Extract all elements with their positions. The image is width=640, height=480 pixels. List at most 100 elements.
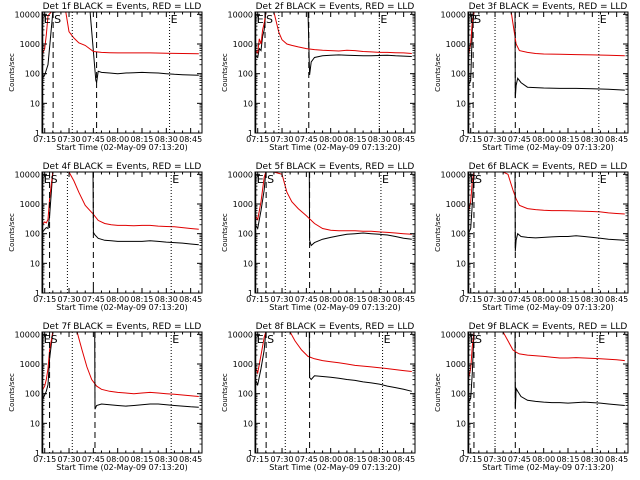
x-tick-label: 07:45 — [82, 295, 105, 304]
x-axis-label: Start Time (02-May-09 07:13:20) — [269, 303, 400, 312]
plot-frame — [254, 11, 416, 134]
x-tick-label: 08:15 — [130, 135, 153, 144]
x-tick-label: 08:45 — [179, 135, 202, 144]
time-marker-label: E — [600, 13, 607, 26]
x-tick-label: 07:15 — [246, 135, 269, 144]
y-tick-label: 10000 — [441, 170, 466, 179]
plot-frame — [467, 331, 629, 454]
x-tick-label: 08:45 — [605, 135, 628, 144]
y-tick-label: 1 — [35, 289, 40, 298]
x-tick-label: 07:45 — [295, 295, 318, 304]
x-tick-label: 08:15 — [556, 455, 579, 464]
x-axis-label: Start Time (02-May-09 07:13:20) — [56, 463, 187, 472]
x-tick-label: 07:45 — [82, 455, 105, 464]
time-marker-label: S — [475, 173, 482, 186]
y-tick-label: 10 — [243, 99, 253, 108]
x-tick-label: 08:15 — [130, 455, 153, 464]
x-tick-label: 07:30 — [58, 135, 81, 144]
x-tick-label: 07:15 — [459, 455, 482, 464]
y-axis-label: Counts/sec — [8, 373, 16, 412]
time-marker-label: E — [470, 333, 477, 346]
x-tick-label: 08:15 — [556, 295, 579, 304]
plot-frame — [41, 171, 203, 294]
panel-title: Det 3f BLACK = Events, RED = LLD — [469, 2, 628, 12]
y-tick-label: 1 — [248, 129, 253, 138]
lld-series-line — [255, 172, 412, 235]
time-marker-label: E — [470, 173, 477, 186]
time-marker-label: E — [171, 13, 178, 26]
x-tick-label: 08:30 — [581, 135, 604, 144]
x-tick-label: 07:15 — [246, 295, 269, 304]
time-marker-label: E — [172, 333, 179, 346]
y-tick-label: 1000 — [20, 200, 40, 209]
x-tick-label: 08:45 — [392, 295, 415, 304]
events-series-line — [255, 332, 412, 392]
y-tick-label: 10000 — [228, 10, 253, 19]
x-axis-label: Start Time (02-May-09 07:13:20) — [482, 143, 613, 152]
x-tick-label: 08:30 — [155, 455, 178, 464]
y-tick-label: 10 — [30, 99, 40, 108]
x-tick-label: 07:15 — [246, 455, 269, 464]
x-tick-label: 07:15 — [33, 455, 56, 464]
x-tick-label: 08:15 — [343, 455, 366, 464]
plot-frame — [254, 171, 416, 294]
y-axis-label: Counts/sec — [434, 213, 442, 252]
y-tick-label: 100 — [238, 390, 253, 399]
y-tick-label: 1 — [461, 449, 466, 458]
x-tick-label: 08:15 — [556, 135, 579, 144]
panel-title: Det 8f BLACK = Events, RED = LLD — [256, 322, 415, 332]
y-tick-label: 1000 — [446, 360, 466, 369]
y-axis-label: Counts/sec — [221, 213, 229, 252]
x-tick-label: 08:45 — [605, 455, 628, 464]
x-tick-label: 08:15 — [343, 295, 366, 304]
y-tick-label: 100 — [451, 70, 466, 79]
x-tick-label: 08:30 — [368, 455, 391, 464]
x-axis-label: Start Time (02-May-09 07:13:20) — [269, 463, 400, 472]
x-tick-label: 08:00 — [106, 135, 129, 144]
x-tick-label: 07:30 — [271, 295, 294, 304]
x-tick-label: 08:30 — [581, 455, 604, 464]
y-tick-label: 1000 — [446, 40, 466, 49]
events-series-line — [42, 172, 199, 246]
x-tick-label: 08:15 — [130, 295, 153, 304]
time-marker-label: E — [257, 173, 264, 186]
x-tick-label: 07:45 — [508, 135, 531, 144]
x-tick-label: 08:00 — [319, 295, 342, 304]
y-tick-label: 10 — [243, 259, 253, 268]
time-marker-label: E — [600, 173, 607, 186]
x-tick-label: 07:15 — [459, 295, 482, 304]
plot-frame — [467, 11, 629, 134]
y-tick-label: 1000 — [20, 360, 40, 369]
lld-series-line — [255, 12, 412, 54]
time-marker-label: E — [257, 13, 264, 26]
y-tick-label: 10 — [456, 259, 466, 268]
y-tick-label: 1000 — [233, 360, 253, 369]
time-marker-label: E — [598, 333, 605, 346]
x-tick-label: 08:15 — [343, 135, 366, 144]
lld-series-line — [468, 332, 625, 380]
y-tick-label: 10 — [30, 259, 40, 268]
lld-series-line — [42, 332, 199, 397]
y-axis-label: Counts/sec — [434, 53, 442, 92]
y-axis-label: Counts/sec — [221, 53, 229, 92]
x-tick-label: 07:15 — [33, 295, 56, 304]
y-tick-label: 1 — [248, 449, 253, 458]
x-tick-label: 07:15 — [33, 135, 56, 144]
y-tick-label: 100 — [25, 70, 40, 79]
y-tick-label: 1000 — [233, 200, 253, 209]
y-tick-label: 10 — [243, 419, 253, 428]
plot-frame — [41, 11, 203, 134]
time-marker-label: E — [257, 333, 264, 346]
y-tick-label: 100 — [25, 390, 40, 399]
y-tick-label: 10000 — [15, 10, 40, 19]
x-tick-label: 08:45 — [392, 455, 415, 464]
time-marker-label: E — [44, 333, 51, 346]
y-tick-label: 1 — [461, 289, 466, 298]
panel-title: Det 6f BLACK = Events, RED = LLD — [469, 162, 628, 172]
panel-title: Det 2f BLACK = Events, RED = LLD — [256, 2, 415, 12]
y-tick-label: 1 — [35, 129, 40, 138]
y-tick-label: 10000 — [228, 170, 253, 179]
x-tick-label: 07:45 — [295, 135, 318, 144]
panel-title: Det 9f BLACK = Events, RED = LLD — [469, 322, 628, 332]
